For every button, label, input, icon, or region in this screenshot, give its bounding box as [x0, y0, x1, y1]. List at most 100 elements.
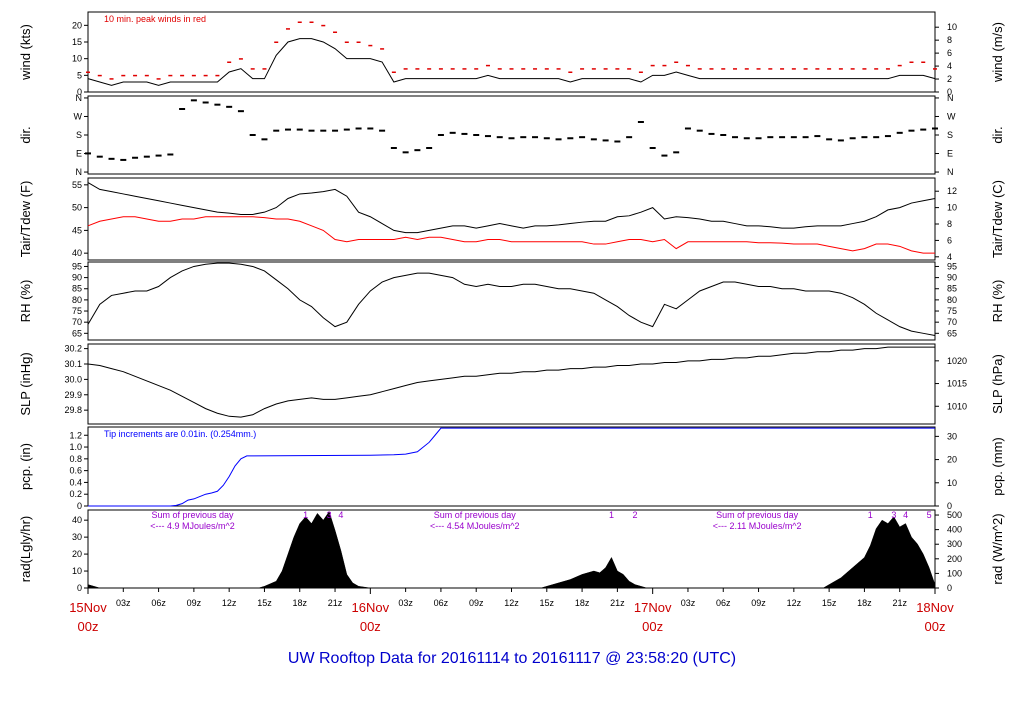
- y-right-tick-label: 10: [947, 478, 957, 488]
- y-tick-label: W: [74, 111, 83, 121]
- data-point: [744, 68, 749, 70]
- data-point: [343, 128, 350, 131]
- panel-frame: [87, 261, 936, 341]
- y-tick-label: 70: [72, 317, 82, 327]
- data-point: [544, 68, 549, 70]
- data-point: [391, 71, 396, 73]
- data-point: [367, 127, 374, 130]
- data-point: [790, 136, 797, 139]
- data-point: [862, 68, 867, 70]
- y-tick-label: 40: [72, 515, 82, 525]
- y-right-tick-label: 500: [947, 510, 962, 520]
- data-point: [97, 74, 102, 77]
- data-point: [885, 68, 890, 70]
- data-point: [461, 132, 468, 135]
- y-right-tick-label: 4: [947, 252, 952, 262]
- data-point: [533, 68, 538, 70]
- data-point: [838, 68, 843, 70]
- data-point: [896, 131, 903, 134]
- y-axis-label-left: dir.: [18, 126, 33, 143]
- data-point: [543, 137, 550, 140]
- data-point: [120, 158, 127, 161]
- data-point: [897, 64, 902, 67]
- data-point: [708, 132, 715, 135]
- y-axis-label-right: wind (m/s): [990, 22, 1005, 83]
- data-point: [156, 78, 161, 80]
- data-point: [203, 74, 208, 77]
- y-right-tick-label: 30: [947, 431, 957, 441]
- data-point: [450, 68, 455, 70]
- data-point: [603, 68, 608, 70]
- data-point: [861, 136, 868, 139]
- y-right-tick-label: 8: [947, 219, 952, 229]
- data-point: [296, 128, 303, 131]
- data-point: [415, 68, 420, 70]
- data-point: [191, 74, 196, 77]
- y-axis-label-right: SLP (hPa): [990, 354, 1005, 414]
- data-point: [109, 78, 114, 80]
- data-point: [427, 68, 432, 70]
- y-tick-label: 29.9: [64, 390, 82, 400]
- panel-temp: 40 45 50 55 4 6 8 10 12 Tair/Tdew (F) Tair/Tdew (C…: [18, 177, 1005, 262]
- data-point: [579, 136, 586, 139]
- data-point: [379, 129, 386, 132]
- y-tick-label: 85: [72, 284, 82, 294]
- rad-annotation-line2: <--- 4.9 MJoules/m^2: [150, 521, 235, 531]
- data-point: [709, 68, 714, 70]
- y-tick-label: 80: [72, 295, 82, 305]
- data-point: [662, 64, 667, 67]
- data-point: [121, 74, 126, 77]
- x-tick-label: 09z: [469, 598, 484, 608]
- panel-frame: [87, 426, 936, 507]
- y-tick-label: 55: [72, 180, 82, 190]
- y-tick-label: 45: [72, 225, 82, 235]
- data-point: [602, 139, 609, 142]
- y-tick-label: 50: [72, 203, 82, 213]
- y-axis-label-left: pcp. (in): [18, 443, 33, 490]
- data-point: [226, 105, 233, 108]
- data-point: [815, 68, 820, 70]
- x-tick-label: 15z: [540, 598, 555, 608]
- x-tick-label: 06z: [716, 598, 731, 608]
- data-point: [202, 101, 209, 104]
- x-tick-label: 03z: [681, 598, 696, 608]
- data-point: [484, 135, 491, 138]
- x-tick-label: 03z: [398, 598, 413, 608]
- data-point: [509, 68, 514, 70]
- y-right-tick-label: 90: [947, 273, 957, 283]
- y-right-tick-label: N: [947, 167, 954, 177]
- y-axis-label-left: wind (kts): [18, 24, 33, 81]
- data-point: [779, 136, 786, 139]
- y-right-tick-label: 0: [947, 87, 952, 97]
- y-right-tick-label: 200: [947, 554, 962, 564]
- data-point: [555, 138, 562, 141]
- data-point: [332, 129, 339, 132]
- data-point: [273, 129, 280, 132]
- x-tick-label: 06z: [434, 598, 449, 608]
- data-point: [802, 136, 809, 139]
- y-right-tick-label: 85: [947, 284, 957, 294]
- data-point: [921, 61, 926, 63]
- y-tick-label: S: [76, 130, 82, 140]
- x-day-time-label: 00z: [925, 619, 946, 634]
- y-axis-label-right: dir.: [990, 126, 1005, 143]
- data-point: [627, 68, 632, 70]
- y-right-tick-label: 12: [947, 186, 957, 196]
- y-right-tick-label: S: [947, 130, 953, 140]
- x-day-label: 17Nov: [634, 600, 672, 615]
- data-point: [508, 137, 515, 140]
- data-point: [133, 74, 138, 77]
- y-tick-label: E: [76, 149, 82, 159]
- data-point: [755, 137, 762, 140]
- data-point: [179, 108, 186, 110]
- data-point: [96, 155, 103, 158]
- data-point: [580, 68, 585, 70]
- data-point: [568, 71, 573, 73]
- data-point: [321, 24, 326, 27]
- data-point: [850, 68, 855, 70]
- data-point: [649, 147, 656, 149]
- y-tick-label: 30.1: [64, 359, 82, 369]
- data-point: [674, 61, 679, 63]
